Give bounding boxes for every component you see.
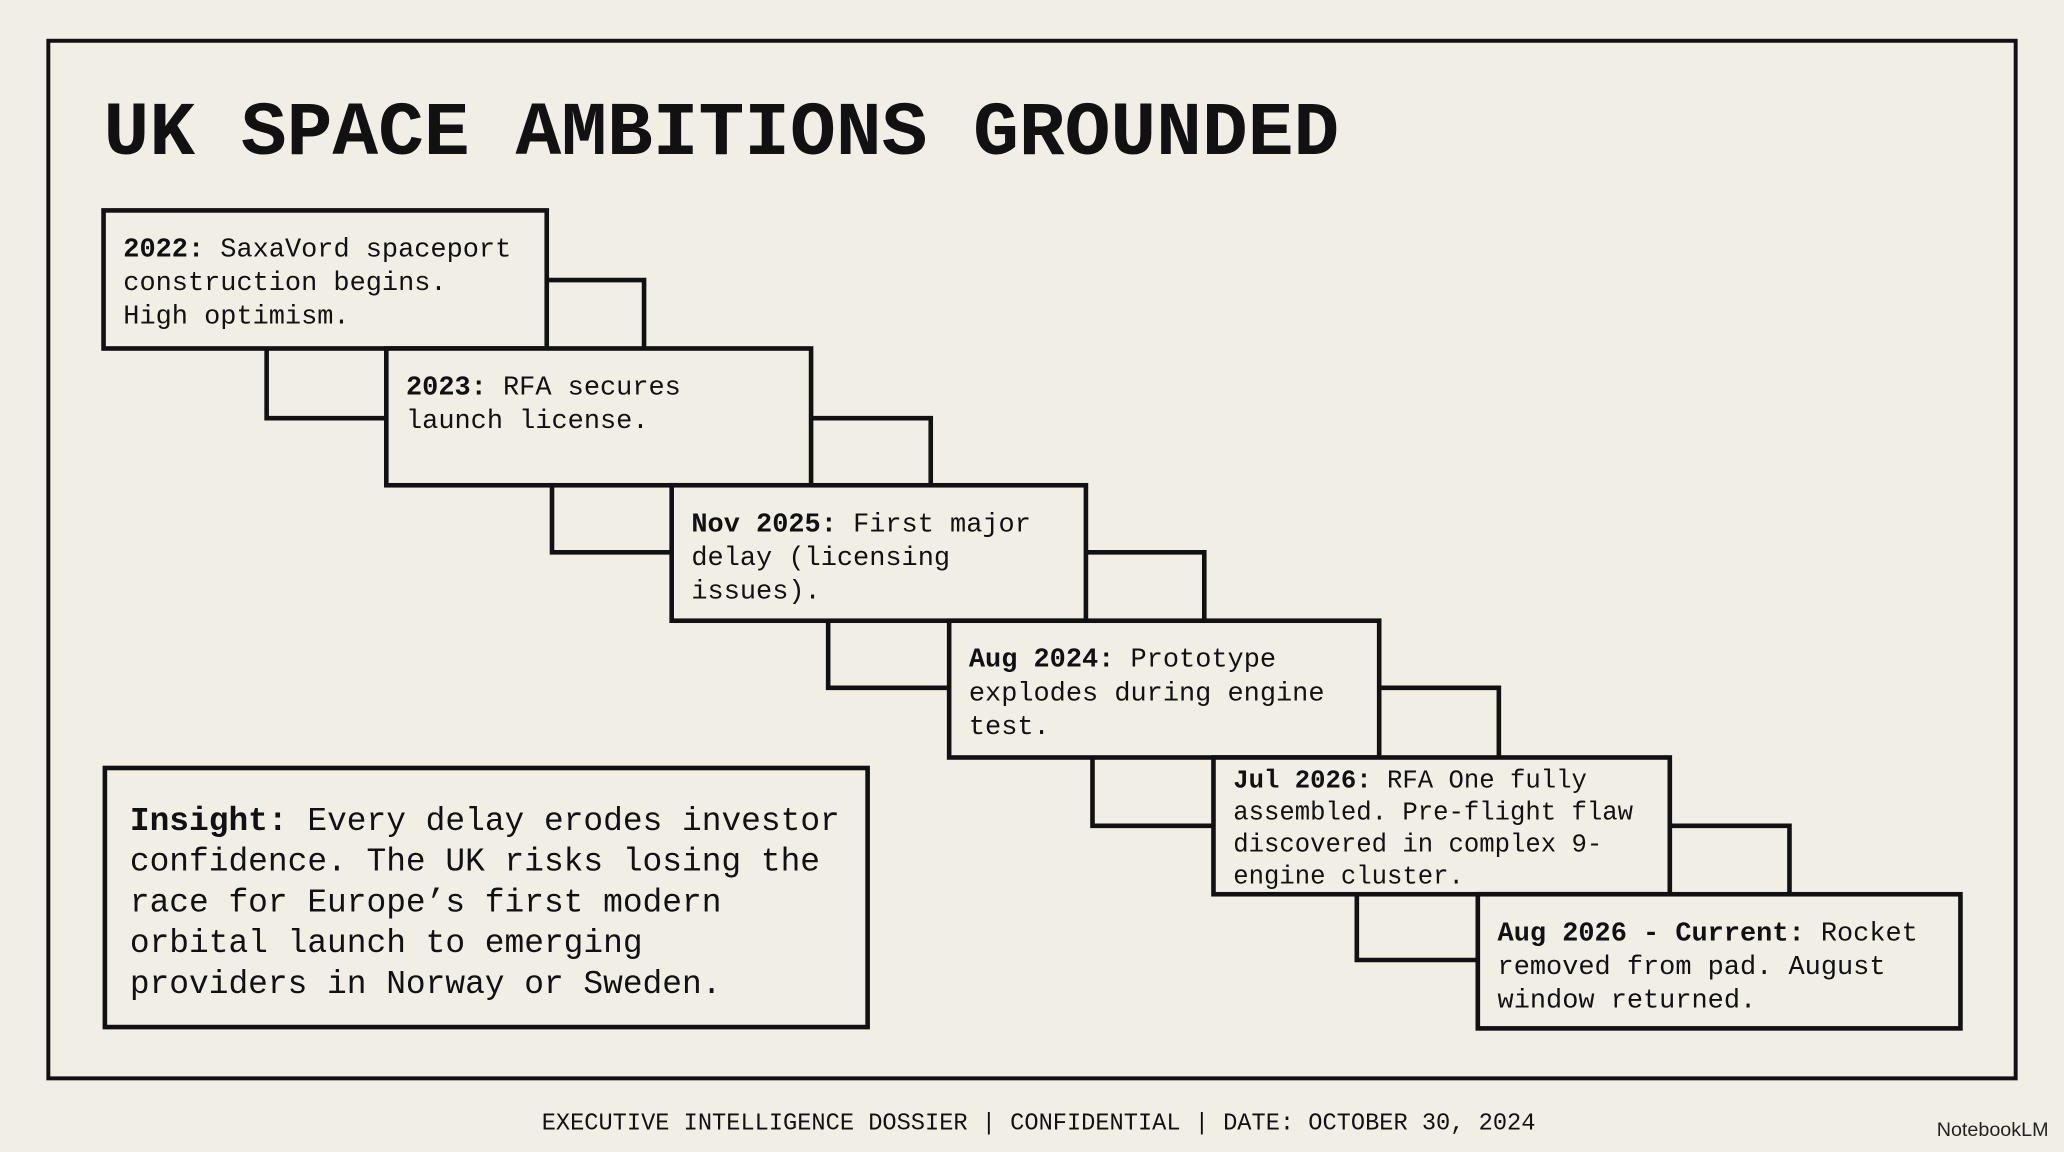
line: RFA secures [503, 374, 681, 404]
line: orbital launch to emerging [130, 925, 643, 962]
event-box [669, 482, 1089, 624]
connector [1090, 757, 1214, 829]
line: providers in Norway or Sweden. [130, 966, 722, 1003]
connector [1669, 823, 1792, 895]
space [1805, 919, 1821, 949]
line: assembled. Pre-flight flaw [1233, 799, 1633, 828]
event-text: construction begins. [123, 269, 446, 299]
insight-box [102, 765, 870, 1030]
connector [1354, 894, 1478, 963]
insight-text: providers in Norway or Sweden. [130, 966, 722, 1003]
event-text: Aug 2026 - Current: Rocket [1498, 919, 1918, 949]
line: issues). [691, 577, 820, 607]
label: Aug 2024: [969, 646, 1115, 676]
event-text: discovered in complex 9- [1233, 831, 1602, 860]
event-text: Nov 2025: First major [691, 510, 1030, 540]
line: Every delay erodes investor [307, 803, 839, 840]
event-text: Aug 2024: Prototype [969, 646, 1276, 676]
line: race for Europe’s first modern [130, 884, 722, 921]
label: Insight: [130, 803, 288, 840]
line: launch license. [406, 407, 648, 437]
connector [825, 620, 950, 691]
connector [549, 485, 672, 555]
event-text: engine cluster. [1233, 863, 1464, 892]
event-text: removed from pad. August [1498, 953, 1886, 983]
event-text: 2023: RFA secures [406, 374, 681, 404]
line: window returned. [1498, 986, 1757, 1016]
line: High optimism. [123, 303, 349, 333]
line: explodes during engine [969, 679, 1325, 709]
label: Jul 2026: [1233, 767, 1371, 796]
space [487, 374, 503, 404]
line: confidence. The UK risks losing the [130, 844, 820, 881]
connector [1085, 550, 1207, 621]
event-text: explodes during engine [969, 679, 1325, 709]
space [1372, 767, 1387, 796]
footer: EXECUTIVE INTELLIGENCE DOSSIER | CONFIDE… [542, 1111, 1536, 1138]
line: test. [969, 713, 1050, 743]
space [1114, 646, 1130, 676]
label: 2023: [406, 374, 487, 404]
label: Aug 2026 - Current: [1498, 919, 1805, 949]
line: Rocket [1821, 919, 1918, 949]
event-box-current [1475, 891, 1963, 1031]
line: construction begins. [123, 269, 446, 299]
label: 2022: [123, 235, 204, 265]
event-box [946, 618, 1382, 760]
space [288, 803, 308, 840]
line: engine cluster. [1233, 863, 1464, 892]
event-text: 2022: SaxaVord spaceport [123, 235, 511, 265]
event-text: assembled. Pre-flight flaw [1233, 799, 1633, 828]
insight-text: Insight: Every delay erodes investor [130, 803, 840, 840]
event-text: High optimism. [123, 303, 349, 333]
event-text: test. [969, 713, 1050, 743]
line: discovered in complex 9- [1233, 831, 1602, 860]
label: Nov 2025: [691, 510, 837, 540]
event-box [1211, 755, 1673, 897]
line: delay (licensing [691, 544, 950, 574]
event-box [383, 346, 814, 488]
event-text: issues). [691, 577, 820, 607]
event-text: Jul 2026: RFA One fully [1233, 767, 1587, 796]
frame [46, 38, 2018, 1081]
space [204, 235, 220, 265]
line: First major [853, 510, 1031, 540]
insight-text: orbital launch to emerging [130, 925, 643, 962]
line: SaxaVord spaceport [220, 235, 511, 265]
insight-text: race for Europe’s first modern [130, 884, 722, 921]
watermark: NotebookLM [1937, 1119, 2049, 1141]
insight-text: confidence. The UK risks losing the [130, 844, 820, 881]
connector [1379, 685, 1502, 758]
line: RFA One fully [1387, 767, 1587, 796]
line: removed from pad. August [1498, 953, 1886, 983]
event-text: delay (licensing [691, 544, 950, 574]
event-text: window returned. [1498, 986, 1757, 1016]
space [837, 510, 853, 540]
connector [264, 348, 387, 421]
connector [811, 415, 934, 486]
event-text: launch license. [406, 407, 648, 437]
line: Prototype [1131, 646, 1277, 676]
connector [546, 277, 647, 349]
event-box [101, 208, 550, 351]
title: UK SPACE AMBITIONS GROUNDED [104, 91, 1340, 177]
